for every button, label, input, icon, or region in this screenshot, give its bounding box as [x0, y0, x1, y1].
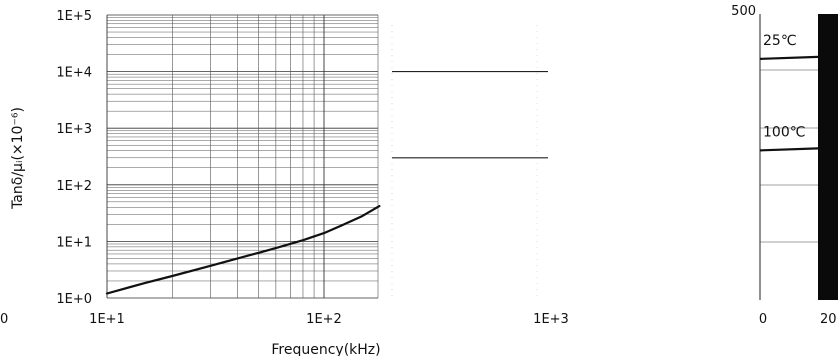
loss-factor-curve: [105, 205, 381, 295]
x-tick-label: 1E+1: [89, 312, 125, 327]
y-tick-label: 1E+5: [56, 9, 92, 24]
y-tick-label: 1E+0: [56, 292, 92, 307]
side-x-tick-label: 20: [820, 312, 837, 327]
cropped-tick-label: 0: [0, 312, 8, 327]
chart-labels: 1E+0 1E+1 1E+2 1E+3 1E+4 1E+5 1E+1 1E+2 1E+3 Freq…: [0, 4, 837, 356]
y-tick-label: 1E+2: [56, 179, 92, 194]
y-axis-title: Tanδ/μᵢ(×10⁻⁶): [10, 107, 26, 210]
chart-grid: [106, 14, 818, 300]
y-tick-label: 1E+1: [56, 235, 92, 250]
side-series-line: [759, 55, 819, 60]
y-tick-label: 1E+3: [56, 122, 92, 137]
side-x-tick-label: 0: [759, 312, 767, 327]
chart-marks: [105, 14, 838, 300]
y-tick-label: 1E+4: [56, 66, 92, 81]
side-series-label: 25℃: [763, 33, 797, 49]
x-tick-label: 1E+2: [306, 312, 342, 327]
side-series-line: [759, 147, 819, 152]
x-tick-label: 1E+3: [533, 312, 569, 327]
x-axis-title: Frequency(kHz): [271, 342, 380, 356]
side-chart-dark-band: [818, 14, 838, 300]
side-y-tick-label: 500: [731, 4, 756, 19]
side-series-label: 100℃: [763, 124, 805, 140]
